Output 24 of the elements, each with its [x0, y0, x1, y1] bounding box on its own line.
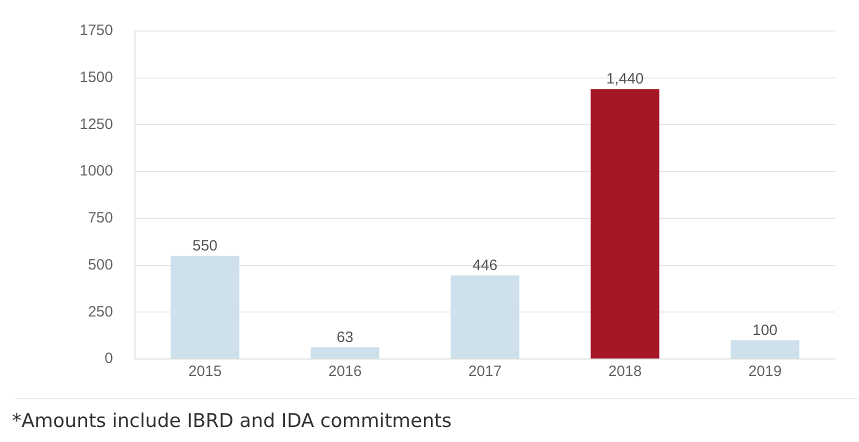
- bar: [590, 89, 660, 358]
- y-tick-label: 0: [104, 350, 113, 368]
- data-label: 550: [192, 238, 218, 255]
- bar: [170, 256, 240, 358]
- data-label: 446: [472, 257, 498, 274]
- text: *Amounts include IBRD and IDA commitments: [12, 410, 452, 432]
- data-label: 100: [752, 322, 778, 339]
- x-tick-label: 2019: [748, 363, 782, 380]
- y-tick-label: 1500: [80, 69, 113, 86]
- y-tick-label: 250: [88, 303, 113, 320]
- y-tick-label: 1000: [80, 162, 113, 180]
- y-tick-label: 750: [88, 210, 113, 227]
- data-label: 1,440: [606, 70, 644, 88]
- x-tick-label: 2016: [328, 363, 362, 380]
- bar: [450, 275, 520, 358]
- y-tick-label: 1250: [80, 116, 113, 133]
- bar: [730, 340, 800, 358]
- x-tick-label: 2018: [608, 363, 642, 380]
- x-tick-label: 2017: [468, 363, 502, 380]
- x-tick-label: 2015: [188, 363, 222, 380]
- bar: [310, 347, 380, 358]
- y-tick-label: 1750: [80, 22, 113, 40]
- y-tick-label: 500: [88, 256, 113, 274]
- data-label: 63: [336, 328, 354, 346]
